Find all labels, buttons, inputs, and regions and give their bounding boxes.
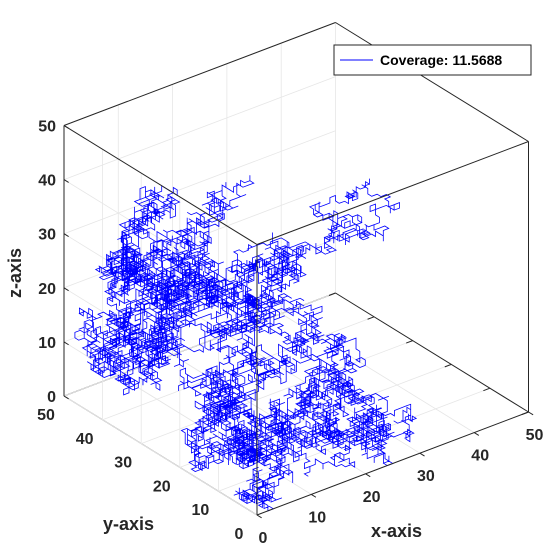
x-tick-mark [365,473,371,478]
grid-line [63,130,336,235]
y-tick-mark [328,292,336,296]
x-tick-mark [311,493,317,498]
x-tick-label: 10 [308,509,326,526]
axes-box-front [63,22,529,516]
y-tick-label: 40 [76,431,94,448]
legend: Coverage: 11.5688 [333,44,532,76]
y-tick-mark [521,411,529,415]
x-tick-mark [473,432,480,436]
random-walk-series [74,175,418,512]
grid-line [63,395,258,516]
z-tick-mark [63,341,69,346]
z-tick-label: 30 [38,227,56,244]
z-tick-mark [63,287,69,292]
box-edge [63,22,336,126]
box-edge [335,292,529,413]
x-tick-mark [419,452,425,457]
box-edge [335,22,529,142]
z-tick-label: 20 [38,281,56,298]
x-axis-label: x-axis [371,521,422,541]
x-tick-label: 0 [259,530,268,544]
y-tick-mark [406,340,413,344]
x-tick-mark [528,411,534,416]
z-tick-label: 0 [47,389,56,406]
z-tick-mark [63,395,69,400]
legend-entry: Coverage: 11.5688 [380,52,502,68]
y-tick-label: 10 [192,502,210,519]
grid-line [63,76,336,180]
y-tick-mark [444,363,452,368]
y-tick-mark [483,387,491,392]
x-tick-label: 20 [363,489,381,506]
x-tick-label: 30 [417,468,435,485]
y-tick-label: 50 [37,407,55,424]
x-tick-label: 50 [526,427,544,444]
x-axis-line [256,411,529,516]
z-tick-mark [63,233,69,237]
x-tick-label: 40 [471,448,489,465]
grid-line [141,340,413,444]
z-tick-mark [63,179,69,183]
box-edge [63,125,258,245]
y-axis-label: y-axis [103,514,154,534]
y-tick-label: 0 [235,526,244,543]
z-tick-label: 10 [38,335,56,352]
z-axis-label: z-axis [5,248,25,298]
y-tick-label: 30 [114,455,132,472]
y-tick-label: 20 [153,478,171,495]
x-tick-mark [256,514,262,519]
z-tick-mark [63,125,69,129]
z-tick-label: 40 [38,173,56,190]
random-walk-path [74,175,418,512]
box-edge [256,141,529,245]
z-tick-label: 50 [38,119,56,136]
y-tick-mark [367,316,375,320]
